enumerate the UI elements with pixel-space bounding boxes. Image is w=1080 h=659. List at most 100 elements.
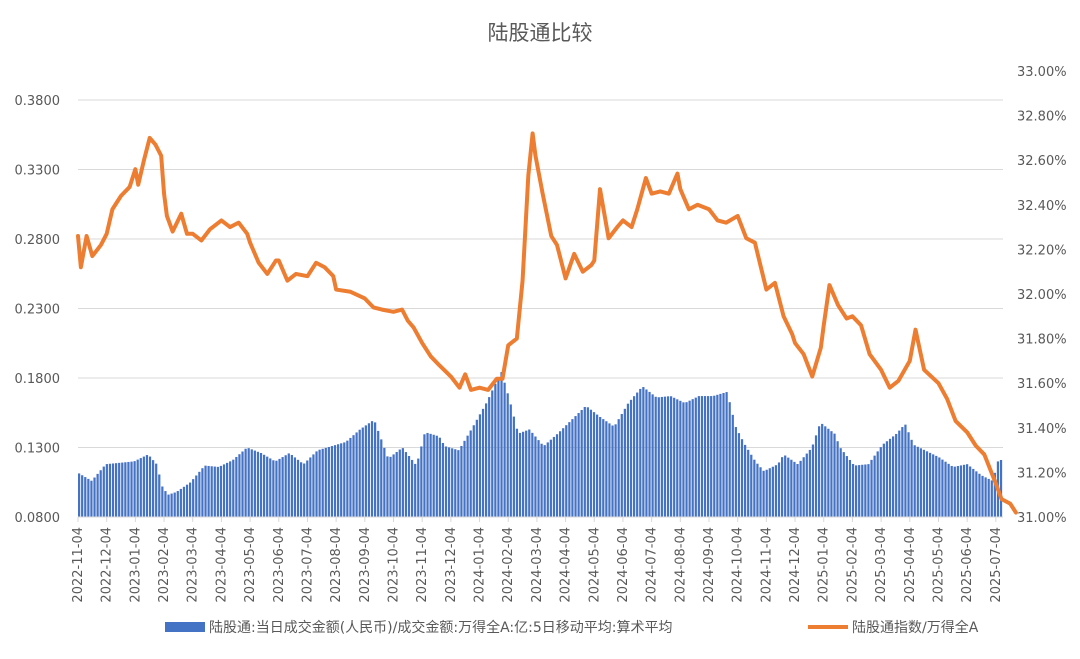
- bar: [710, 396, 713, 517]
- x-axis-tick-label: 2024-08-04: [673, 527, 688, 603]
- bar: [250, 449, 253, 517]
- bar: [229, 461, 232, 517]
- bar: [765, 469, 768, 517]
- x-axis-tick-label: 2023-10-04: [387, 527, 402, 603]
- bar: [306, 460, 309, 517]
- bar: [219, 465, 223, 517]
- bar: [972, 468, 975, 517]
- bar: [136, 459, 139, 517]
- bar: [805, 453, 808, 517]
- bar: [731, 414, 734, 517]
- bar: [848, 460, 852, 517]
- bar: [263, 454, 266, 517]
- bar: [148, 456, 152, 517]
- bar: [457, 450, 460, 517]
- bar: [284, 455, 287, 517]
- bar: [925, 451, 929, 517]
- bar: [993, 472, 996, 517]
- bar: [956, 466, 959, 517]
- bar: [404, 452, 408, 517]
- bar: [426, 432, 429, 517]
- bar: [583, 406, 586, 517]
- bar: [565, 425, 568, 517]
- x-axis-tick-label: 2025-03-04: [874, 527, 889, 603]
- x-axis-tick-label: 2024-12-04: [788, 527, 803, 603]
- bar: [102, 466, 105, 517]
- bar: [895, 433, 898, 517]
- bar: [657, 397, 660, 517]
- bar: [340, 443, 343, 517]
- bar: [105, 464, 108, 517]
- bar: [642, 387, 645, 517]
- x-axis-tick-label: 2023-11-04: [415, 527, 430, 603]
- bar: [491, 390, 494, 517]
- bar: [562, 428, 565, 517]
- bar: [586, 407, 589, 517]
- bar: [432, 434, 435, 517]
- bar: [953, 466, 956, 517]
- bar: [645, 389, 648, 517]
- bar: [290, 455, 293, 517]
- left-axis-tick-label: 0.2800: [15, 233, 61, 248]
- bar: [969, 466, 972, 517]
- bar: [509, 404, 512, 517]
- bar: [173, 492, 176, 517]
- bar: [485, 403, 488, 517]
- bar: [571, 419, 574, 517]
- bar: [660, 396, 663, 517]
- bar: [821, 423, 824, 517]
- bar: [568, 422, 571, 517]
- bar: [337, 444, 340, 517]
- bar: [367, 423, 371, 517]
- right-axis-tick-label: 32.40%: [1017, 199, 1067, 214]
- bar: [444, 446, 448, 517]
- bar: [962, 464, 966, 517]
- bar: [987, 478, 990, 517]
- bar: [639, 388, 642, 517]
- bar: [170, 493, 173, 517]
- bar: [152, 460, 155, 517]
- bar: [466, 435, 469, 517]
- bar: [901, 427, 904, 517]
- bar: [580, 410, 583, 517]
- bar: [623, 408, 626, 517]
- bar: [636, 392, 639, 517]
- bar: [913, 445, 916, 517]
- bar: [617, 419, 620, 517]
- bar: [688, 400, 691, 517]
- bar: [438, 437, 441, 517]
- bar: [596, 414, 599, 517]
- bar: [654, 396, 657, 517]
- x-axis-tick-label: 2025-07-04: [989, 527, 1004, 603]
- bar: [204, 465, 207, 517]
- bar: [370, 421, 374, 517]
- x-axis-tick-label: 2023-12-04: [444, 527, 459, 603]
- x-axis-tick-label: 2025-04-04: [903, 527, 918, 603]
- bar: [824, 426, 827, 517]
- bar: [93, 477, 96, 517]
- bar: [429, 433, 432, 517]
- bar: [525, 430, 528, 517]
- bar: [959, 465, 963, 517]
- bar: [697, 396, 700, 517]
- left-axis-tick-label: 0.1800: [15, 372, 61, 387]
- bar: [673, 397, 676, 517]
- bar: [725, 392, 728, 517]
- bar: [679, 400, 682, 517]
- bar: [108, 463, 112, 517]
- x-axis-tick-label: 2025-05-04: [931, 527, 946, 603]
- bar: [700, 396, 704, 517]
- bar: [759, 467, 762, 517]
- bar: [670, 396, 673, 517]
- right-axis-tick-label: 31.40%: [1017, 422, 1067, 437]
- bar: [96, 473, 99, 517]
- bar: [691, 399, 694, 517]
- x-axis-tick-label: 2022-12-04: [100, 527, 115, 603]
- bar: [744, 444, 747, 517]
- bar: [947, 463, 950, 517]
- bar: [145, 455, 149, 517]
- bar: [555, 434, 559, 517]
- bar: [885, 441, 889, 517]
- bar: [256, 451, 260, 517]
